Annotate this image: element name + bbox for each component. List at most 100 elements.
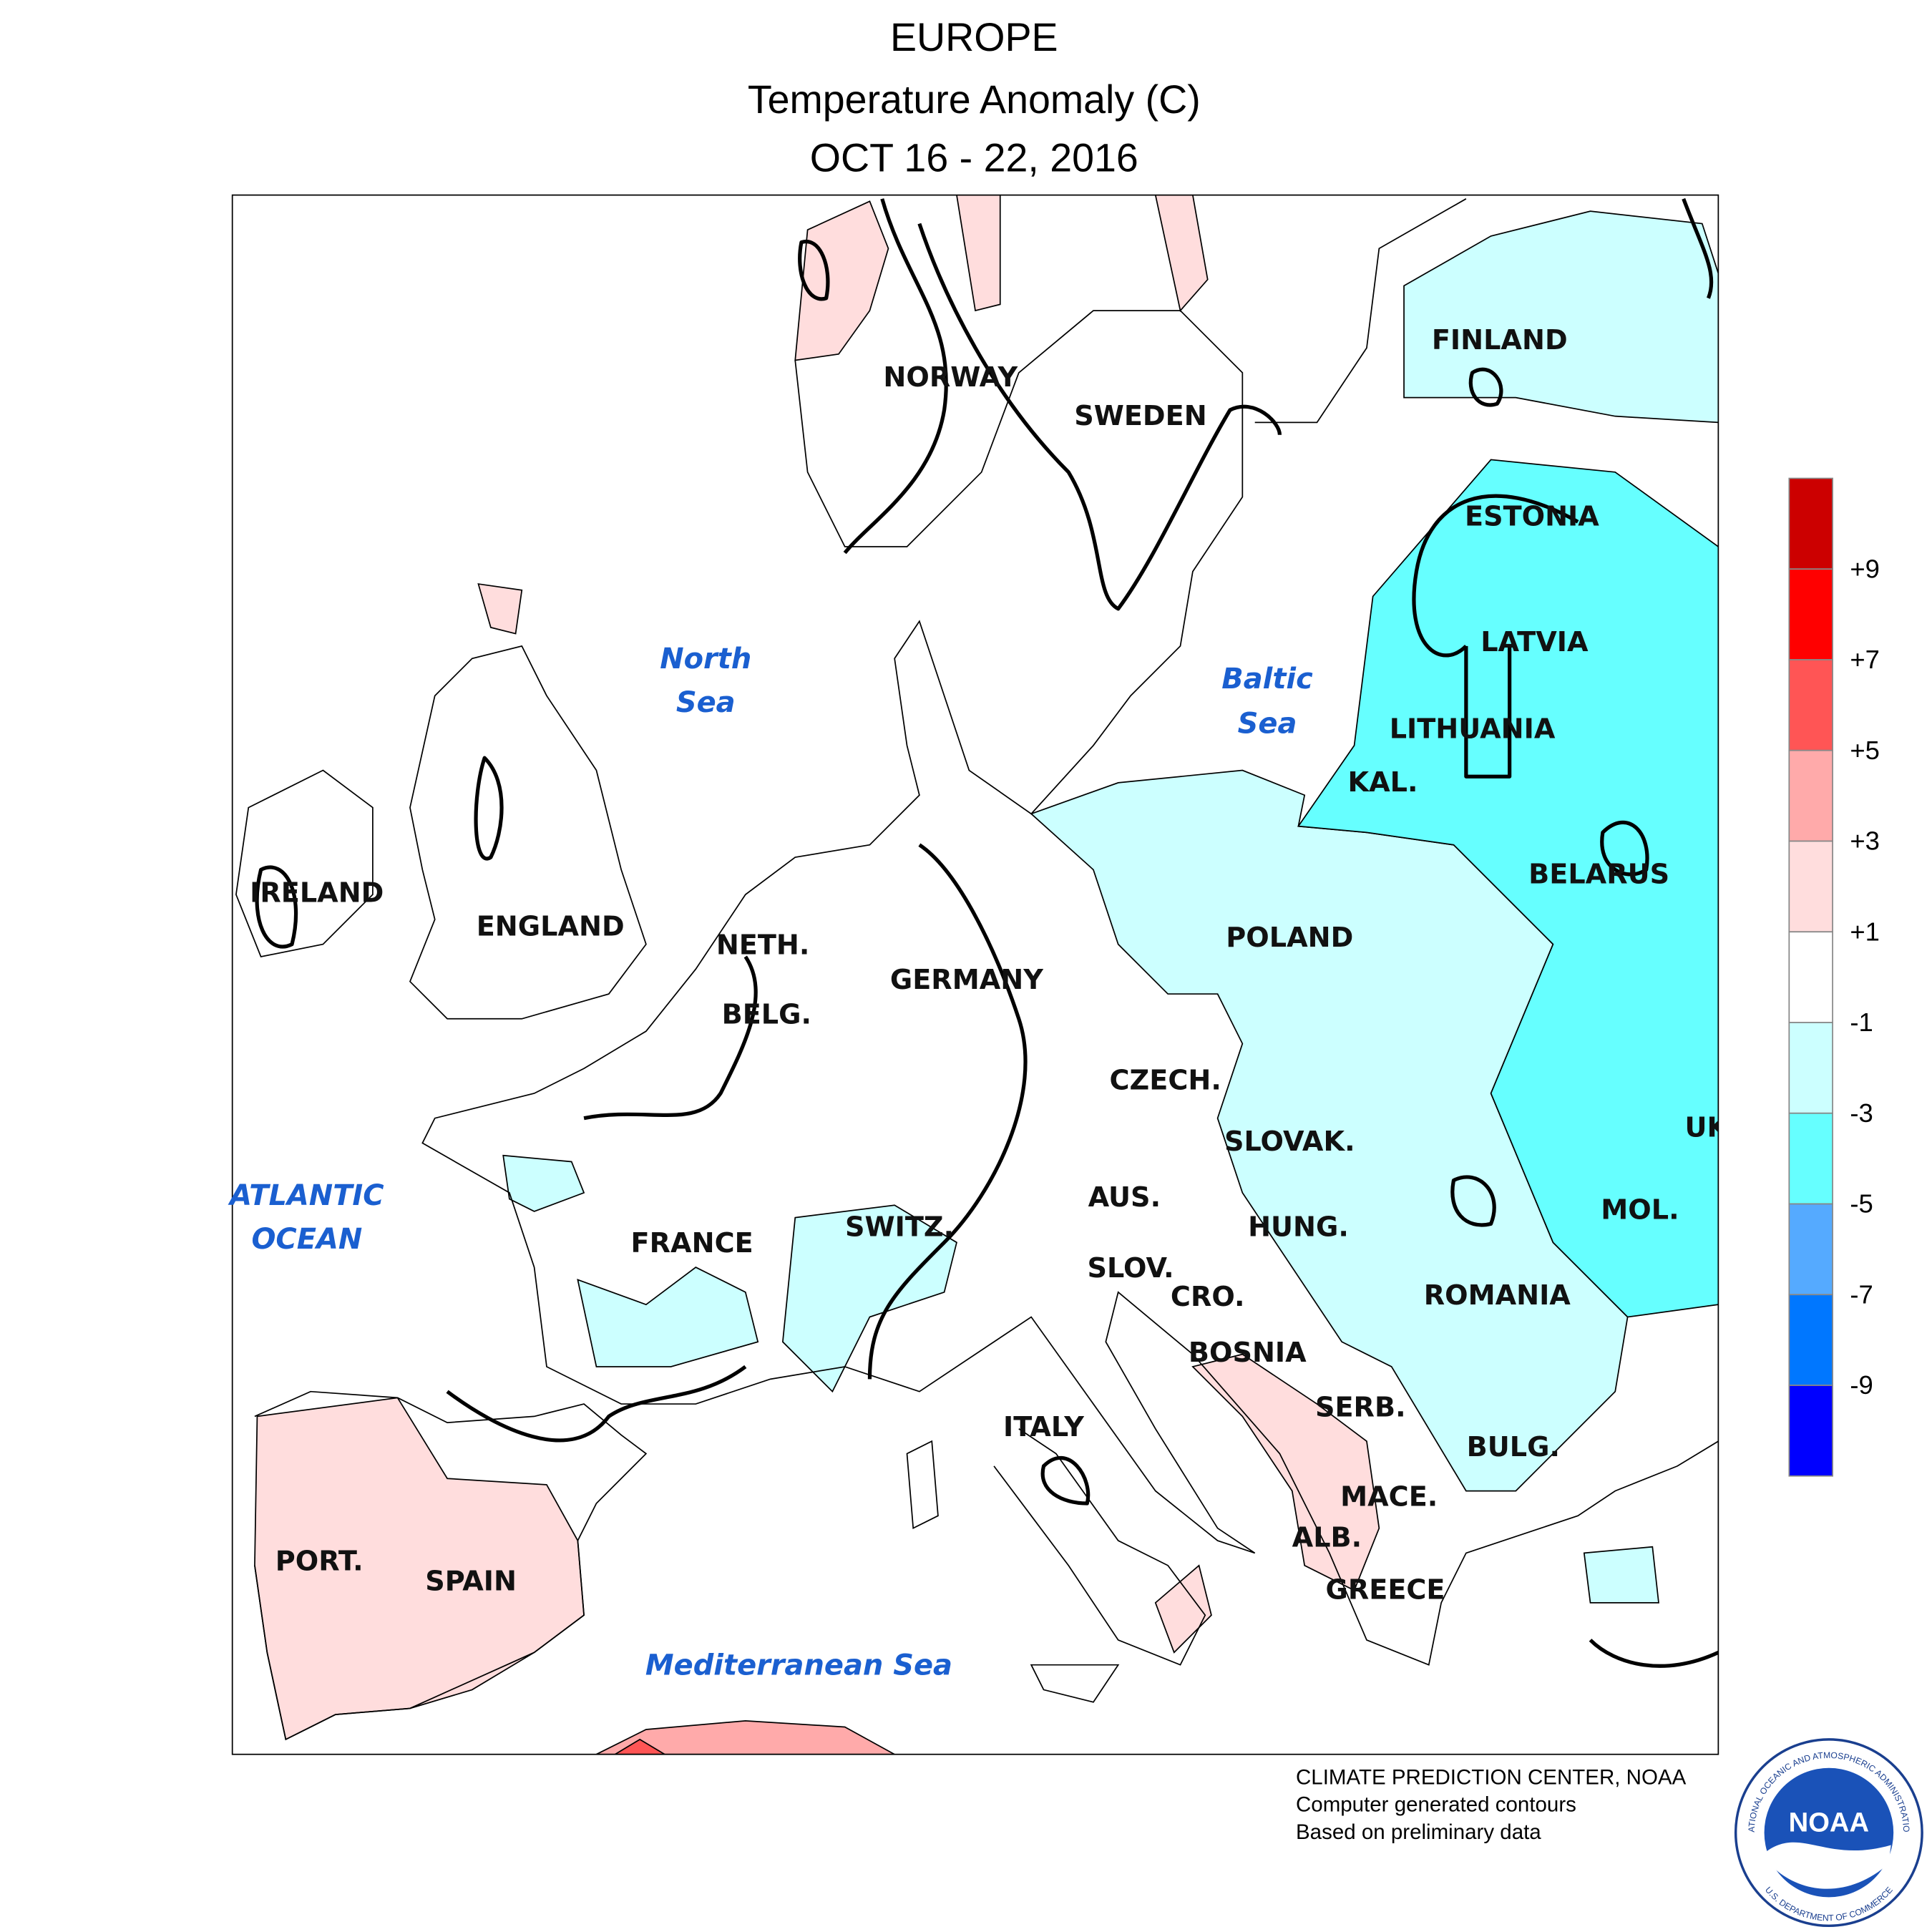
country-label: PORT. — [275, 1546, 364, 1578]
legend-label: -5 — [1850, 1189, 1873, 1219]
country-label: ESTONIA — [1465, 501, 1599, 532]
country-label: IRELAND — [250, 878, 384, 909]
country-label: ENGLAND — [477, 911, 625, 942]
country-label: POLAND — [1226, 922, 1353, 954]
sea-label: Mediterranean Sea — [645, 1649, 952, 1682]
legend-label: -3 — [1850, 1098, 1873, 1128]
country-label: MACE. — [1340, 1481, 1438, 1513]
legend-swatch — [1788, 1385, 1833, 1477]
contour-line — [1600, 820, 1649, 877]
country-label: AUS. — [1088, 1182, 1161, 1214]
legend-label: -7 — [1850, 1279, 1873, 1309]
anomaly-area — [1191, 1353, 1380, 1591]
coastline — [1030, 1664, 1120, 1703]
country-label: SLOV. — [1088, 1253, 1174, 1284]
contour-line — [798, 239, 830, 301]
sea-label: Baltic — [1221, 663, 1313, 696]
country-label: BOSNIA — [1189, 1337, 1307, 1369]
contour-line — [1412, 494, 1579, 658]
anomaly-area — [577, 1267, 759, 1367]
country-label: BELARUS — [1528, 859, 1669, 891]
legend-swatch — [1788, 477, 1833, 570]
country-label: FINLAND — [1432, 325, 1568, 356]
legend-label: +1 — [1850, 917, 1880, 946]
anomaly-area — [477, 583, 523, 635]
country-label: NORWAY — [883, 362, 1018, 394]
country-label: HUNG. — [1248, 1212, 1349, 1244]
contour-line — [843, 198, 948, 555]
country-label: SERB. — [1315, 1392, 1406, 1423]
contour-line — [1450, 1175, 1496, 1227]
country-label: LATVIA — [1480, 627, 1589, 658]
country-label: FRANCE — [631, 1228, 753, 1259]
legend-label: -9 — [1850, 1370, 1873, 1400]
anomaly-area — [781, 1204, 957, 1393]
contour-line — [867, 843, 1028, 1380]
legend-swatch — [1788, 659, 1833, 751]
coastline — [235, 769, 374, 957]
contour-line — [1589, 1639, 1719, 1668]
coastline — [409, 645, 647, 1020]
country-label: ROMANIA — [1424, 1280, 1571, 1312]
country-label: KAL. — [1348, 767, 1418, 799]
anomaly-area — [613, 1738, 666, 1755]
country-label: BULG. — [1467, 1432, 1560, 1463]
legend-swatch — [1788, 1294, 1833, 1386]
credit-line: Based on preliminary data — [1296, 1820, 1541, 1844]
contour-line — [1464, 645, 1512, 779]
country-labels: FINLAND NORWAY SWEDEN ESTONIA LATVIA LIT… — [250, 325, 1729, 1606]
legend-label: +9 — [1850, 554, 1880, 583]
legend: +9 +7 +5 +3 +1 -1 -3 -5 -7 -9 — [1788, 477, 1880, 1477]
legend-label: +7 — [1850, 645, 1880, 674]
country-label: GERMANY — [890, 965, 1044, 996]
title: EUROPE — [890, 15, 1058, 59]
country-label: MOL. — [1601, 1194, 1679, 1226]
country-label: SPAIN — [425, 1566, 517, 1598]
country-label: SLOVAK. — [1224, 1126, 1355, 1158]
credit-line: Computer generated contours — [1296, 1793, 1576, 1817]
map-area — [232, 195, 1719, 1755]
sea-label: Sea — [1238, 707, 1297, 740]
logo-text: NOAA — [1789, 1807, 1869, 1838]
country-label: NETH. — [716, 930, 810, 962]
legend-swatch — [1788, 931, 1833, 1023]
legend-swatch — [1788, 749, 1833, 842]
country-label: CRO. — [1171, 1282, 1245, 1313]
sea-labels: North Sea Baltic Sea ATLANTIC OCEAN Medi… — [228, 643, 1313, 1682]
sea-label: ATLANTIC — [228, 1179, 384, 1212]
legend-swatch — [1788, 568, 1833, 660]
legend-swatch — [1788, 840, 1833, 933]
country-label: CZECH. — [1110, 1065, 1221, 1097]
country-label: GREECE — [1325, 1575, 1445, 1606]
anomaly-area — [596, 1719, 895, 1755]
contour-line — [1682, 197, 1714, 299]
contour-line — [1468, 367, 1503, 407]
country-label: ITALY — [1003, 1412, 1085, 1443]
legend-swatch — [1788, 1022, 1833, 1114]
legend-label: +5 — [1850, 736, 1880, 765]
anomaly-area — [1154, 195, 1209, 312]
country-label: LITHUANIA — [1390, 713, 1556, 745]
coastline — [906, 1440, 939, 1530]
country-label: BELG. — [722, 1000, 811, 1031]
coastline — [421, 310, 1719, 1666]
anomaly-area — [1583, 1546, 1659, 1604]
sea-label: OCEAN — [251, 1223, 362, 1256]
contour-line — [917, 223, 1282, 611]
coastline — [1254, 198, 1467, 424]
country-label: SWEDEN — [1074, 401, 1206, 432]
country-label: ALB. — [1292, 1523, 1362, 1554]
country-label: UK — [1684, 1113, 1729, 1144]
legend-label: +3 — [1850, 826, 1880, 856]
contour-line — [474, 756, 504, 861]
coastline — [254, 1390, 648, 1741]
contour-line — [1040, 1455, 1091, 1506]
anomaly-area — [956, 195, 1001, 312]
anomaly-area — [1297, 459, 1719, 1318]
legend-swatch — [1788, 1112, 1833, 1205]
legend-label: -1 — [1850, 1008, 1873, 1037]
map-frame — [231, 194, 1719, 1755]
country-label: SWITZ. — [845, 1212, 954, 1244]
